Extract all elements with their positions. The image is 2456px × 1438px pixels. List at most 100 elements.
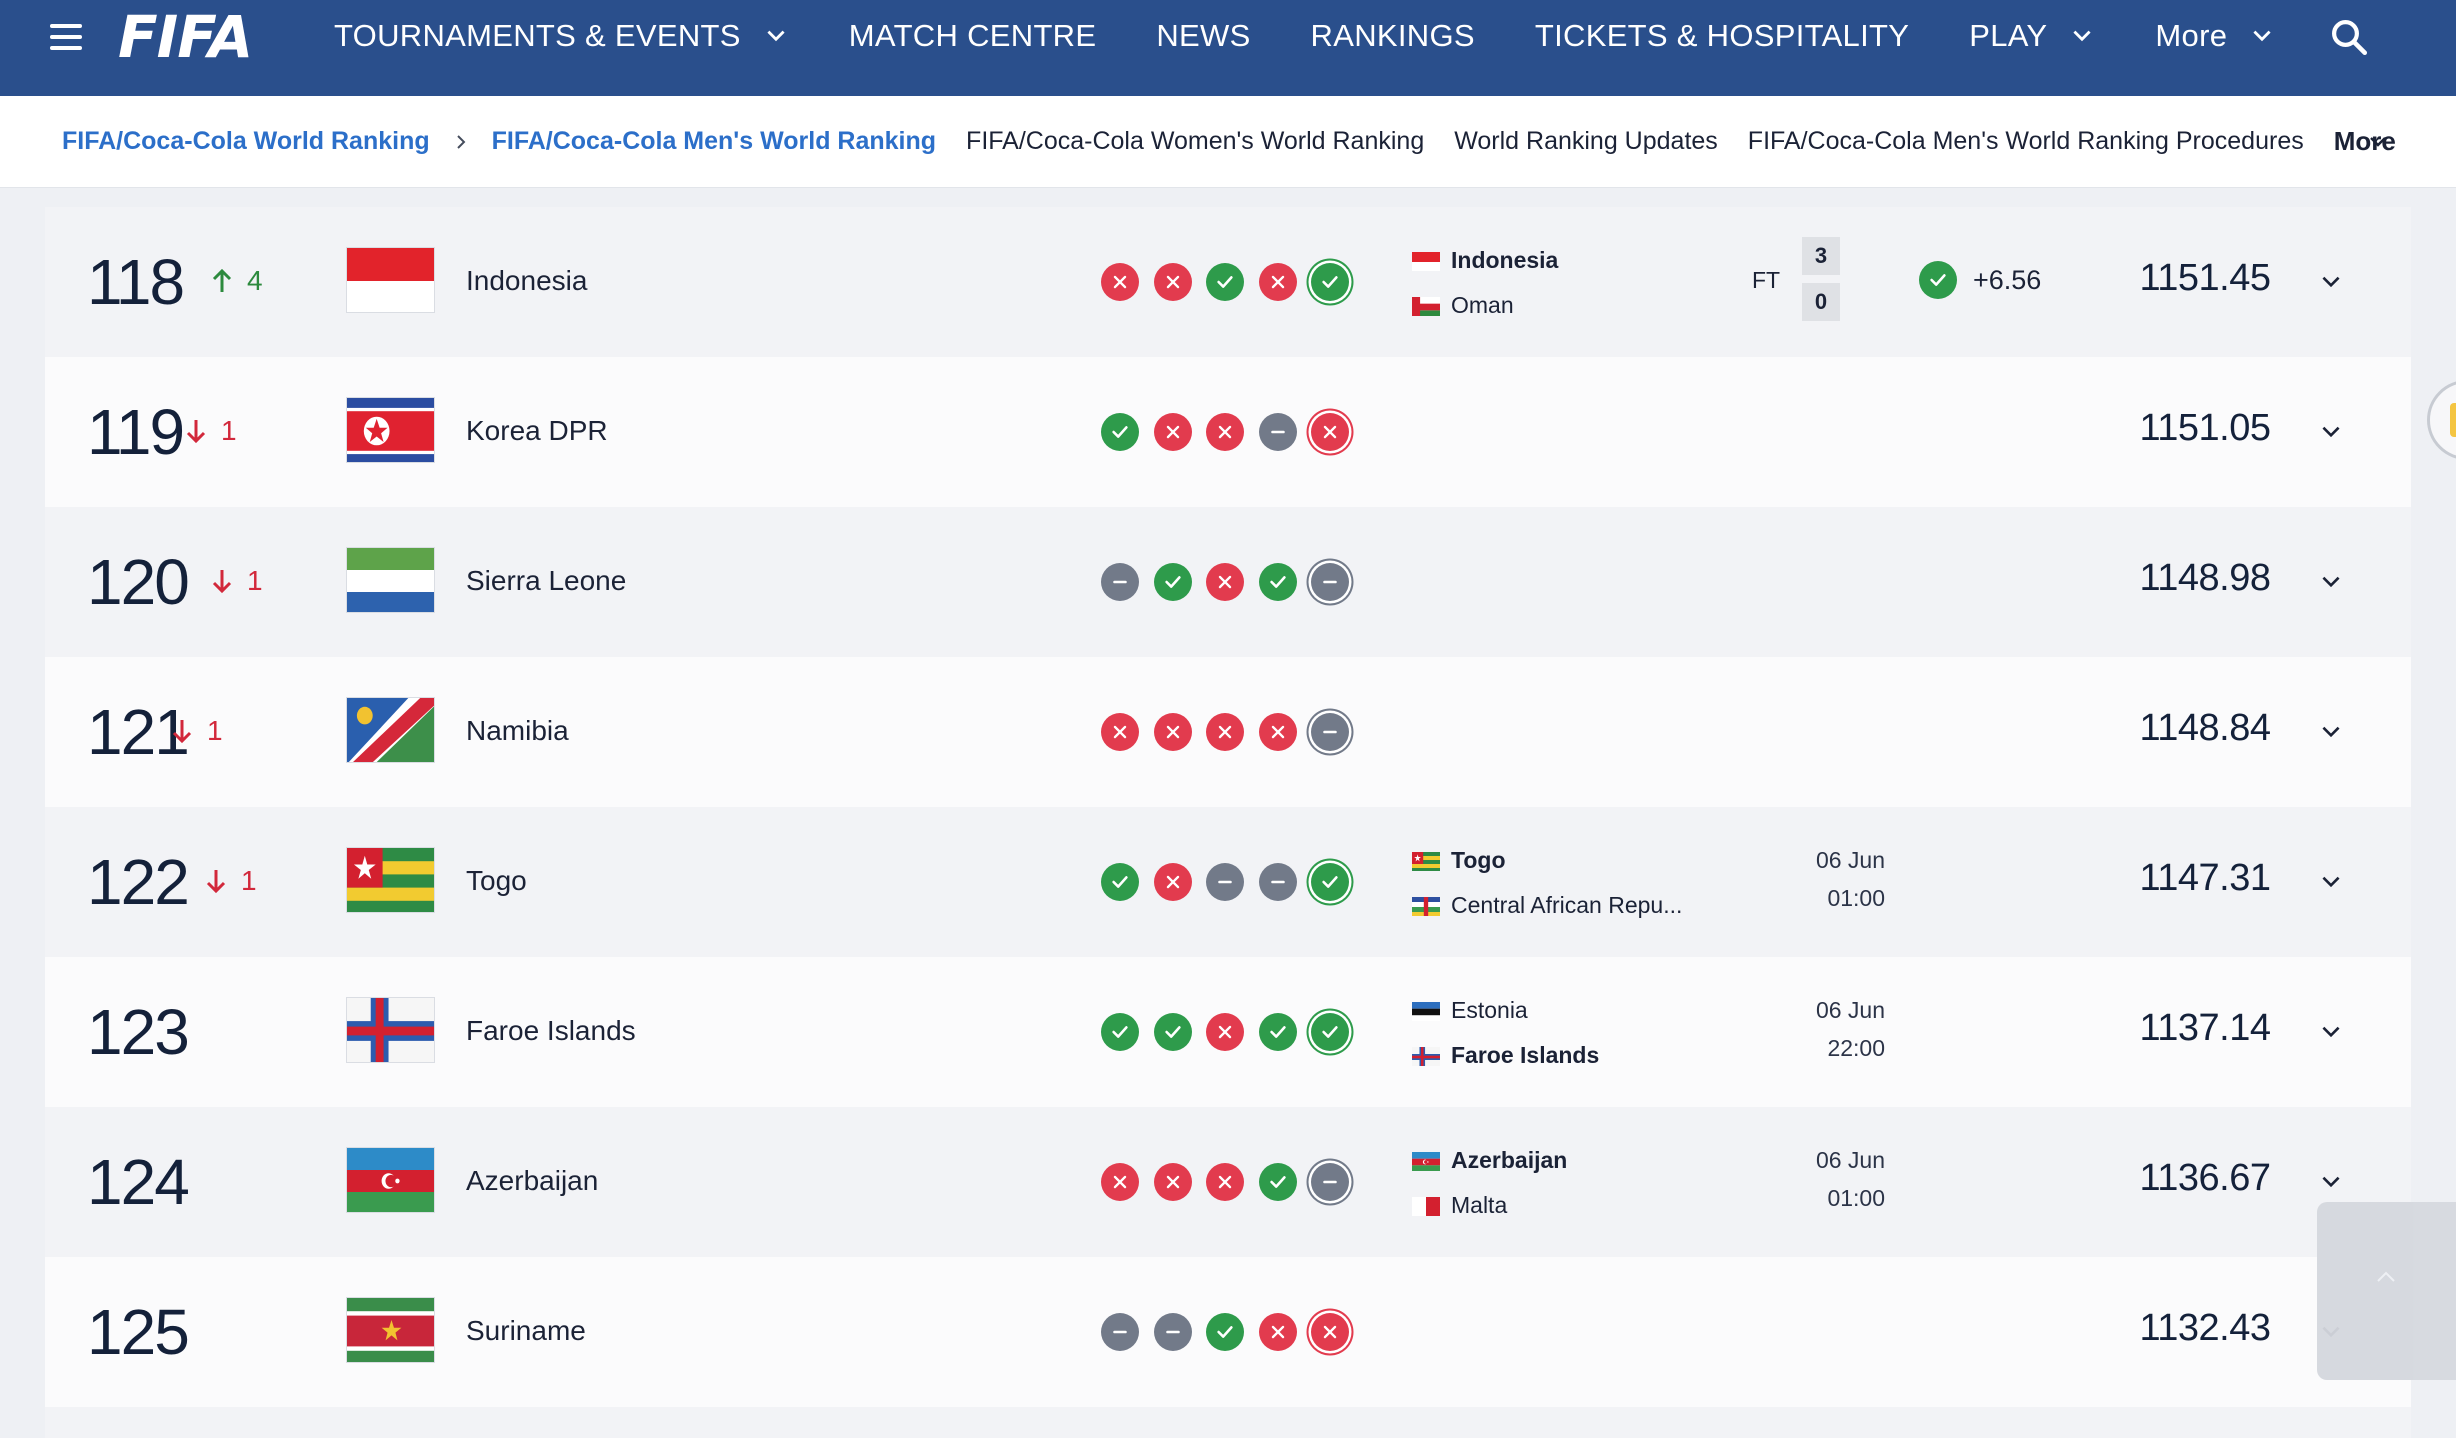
nav-item-more[interactable]: More	[2155, 18, 2275, 54]
loss-cross-icon	[1258, 263, 1297, 301]
recent-form	[1101, 863, 1364, 901]
hamburger-menu-icon[interactable]	[50, 24, 82, 50]
recent-form	[1101, 413, 1364, 451]
team-flag	[346, 997, 435, 1063]
arrow-down-icon	[172, 720, 192, 744]
chevron-down-icon[interactable]	[2318, 569, 2344, 595]
nav-item-news[interactable]: NEWS	[1156, 18, 1250, 54]
subnav-link-womens-ranking[interactable]: FIFA/Coca-Cola Women's World Ranking	[966, 127, 1425, 155]
azerbaijan-flag-icon	[347, 1148, 434, 1212]
match-team-name: Faroe Islands	[1451, 1042, 1600, 1068]
nav-item-label: PLAY	[1969, 18, 2048, 53]
chevron-down-icon[interactable]	[2318, 1169, 2344, 1195]
match-info[interactable]: Indonesia Oman	[1412, 237, 1832, 327]
match-team-home: Indonesia	[1412, 247, 1558, 274]
team-name[interactable]: Korea DPR	[466, 415, 608, 446]
table-row[interactable]: 123 Faroe Islands Estonia Faroe Islands 0…	[45, 957, 2411, 1107]
win-check-icon	[1311, 263, 1349, 301]
recent-form	[1101, 1313, 1364, 1351]
chevron-down-icon[interactable]	[2318, 869, 2344, 895]
faroe-flag-icon	[347, 998, 434, 1062]
suriname-flag-icon	[347, 1298, 434, 1362]
score-away: 0	[1802, 283, 1840, 321]
fifa-logo[interactable]: FIFA	[118, 3, 253, 71]
team-name[interactable]: Togo	[466, 865, 527, 896]
table-row[interactable]: 119 1 Korea DPR 1151.05	[45, 357, 2411, 507]
team-name[interactable]: Sierra Leone	[466, 565, 627, 596]
total-points: 1136.67	[2139, 1157, 2271, 1199]
rank-movement: 1	[205, 865, 257, 897]
chevron-down-icon[interactable]	[2318, 419, 2344, 445]
points-change-value: +6.56	[1973, 264, 2042, 295]
breadcrumb-chevron-icon	[456, 134, 466, 149]
match-team-away: Oman	[1412, 292, 1514, 319]
indonesia-flag-icon	[1412, 251, 1440, 271]
car-flag-icon	[1412, 896, 1440, 916]
subnav-link-ranking-updates[interactable]: World Ranking Updates	[1454, 127, 1718, 155]
match-info[interactable]: Azerbaijan Malta	[1412, 1137, 1832, 1227]
chevron-down-icon[interactable]	[2318, 719, 2344, 745]
match-team-name: Oman	[1451, 292, 1514, 318]
nav-item-match-centre[interactable]: MATCH CENTRE	[849, 18, 1097, 54]
win-check-icon	[1258, 1013, 1297, 1051]
subnav-more-button[interactable]: More	[2333, 126, 2396, 156]
rank-number: 123	[87, 996, 190, 1068]
team-name[interactable]: Azerbaijan	[466, 1165, 599, 1196]
breadcrumb-mens-ranking[interactable]: FIFA/Coca-Cola Men's World Ranking	[491, 127, 937, 155]
match-info[interactable]: Estonia Faroe Islands	[1412, 987, 1832, 1077]
sierra_leone-flag-icon	[347, 548, 434, 612]
match-team-home: Azerbaijan	[1412, 1147, 1567, 1174]
chevron-down-icon	[767, 30, 785, 42]
score-home: 3	[1802, 237, 1840, 275]
team-flag	[346, 697, 435, 763]
match-team-home: Estonia	[1412, 997, 1528, 1024]
nav-item-play[interactable]: PLAY	[1969, 18, 2095, 54]
match-date: 06 Jun	[1815, 997, 1885, 1023]
nav-item-tournaments-events[interactable]: TOURNAMENTS & EVENTS	[334, 18, 789, 54]
match-team-away: Malta	[1412, 1192, 1507, 1219]
team-name[interactable]: Indonesia	[466, 265, 588, 296]
nav-item-tickets-hospitality[interactable]: TICKETS & HOSPITALITY	[1535, 18, 1909, 54]
recent-form	[1101, 563, 1364, 601]
loss-cross-icon	[1101, 713, 1139, 751]
team-name[interactable]: Faroe Islands	[466, 1015, 636, 1046]
chevron-down-icon[interactable]	[2366, 130, 2390, 154]
loss-cross-icon	[1153, 263, 1192, 301]
nav-item-label: More	[2155, 18, 2228, 53]
table-row[interactable]: 124 Azerbaijan Azerbaijan Malta 06 Jun 01:…	[45, 1107, 2411, 1257]
match-team-name: Malta	[1451, 1192, 1508, 1218]
feedback-side-tab[interactable]	[2427, 380, 2456, 460]
total-points: 1151.45	[2139, 257, 2271, 299]
match-time: 01:00	[1827, 885, 1885, 911]
rank-number: 125	[87, 1296, 190, 1368]
table-row[interactable]: 122 1 Togo Togo Central African Repu... 0…	[45, 807, 2411, 957]
rank-movement: 1	[171, 715, 223, 747]
rank-number: 119	[87, 396, 185, 468]
table-row[interactable]: 121 1 Namibia 1148.84	[45, 657, 2411, 807]
breadcrumb-world-ranking[interactable]: FIFA/Coca-Cola World Ranking	[62, 127, 430, 155]
loss-cross-icon	[1153, 713, 1192, 751]
team-flag	[346, 547, 435, 613]
chevron-down-icon[interactable]	[2318, 269, 2344, 295]
team-name[interactable]: Suriname	[466, 1315, 586, 1346]
table-row[interactable]: 120 1 Sierra Leone 1148.98	[45, 507, 2411, 657]
win-check-icon	[1258, 563, 1297, 601]
nav-item-label: RANKINGS	[1310, 18, 1475, 53]
rank-movement-value: 1	[207, 715, 223, 746]
draw-dash-icon	[1101, 563, 1139, 601]
match-team-away: Central African Repu...	[1412, 892, 1682, 919]
search-icon[interactable]	[2328, 16, 2370, 58]
loss-cross-icon	[1311, 1313, 1349, 1351]
subnav-link-ranking-procedures[interactable]: FIFA/Coca-Cola Men's World Ranking Proce…	[1747, 127, 2304, 155]
chevron-down-icon[interactable]	[2318, 1019, 2344, 1045]
team-name[interactable]: Namibia	[466, 715, 569, 746]
match-info[interactable]: Togo Central African Repu...	[1412, 837, 1832, 927]
match-status: FT	[1752, 267, 1781, 293]
draw-dash-icon	[1311, 713, 1349, 751]
win-check-icon	[1258, 1163, 1297, 1201]
scroll-to-top-button[interactable]	[2317, 1202, 2456, 1380]
nav-item-rankings[interactable]: RANKINGS	[1311, 18, 1475, 54]
table-row[interactable]: 118 4 Indonesia Indonesia Oman FT 3 0 +6.56 1…	[45, 207, 2411, 357]
table-row[interactable]: 125 Suriname 1132.43	[45, 1257, 2411, 1407]
rank-number: 118	[87, 246, 185, 318]
